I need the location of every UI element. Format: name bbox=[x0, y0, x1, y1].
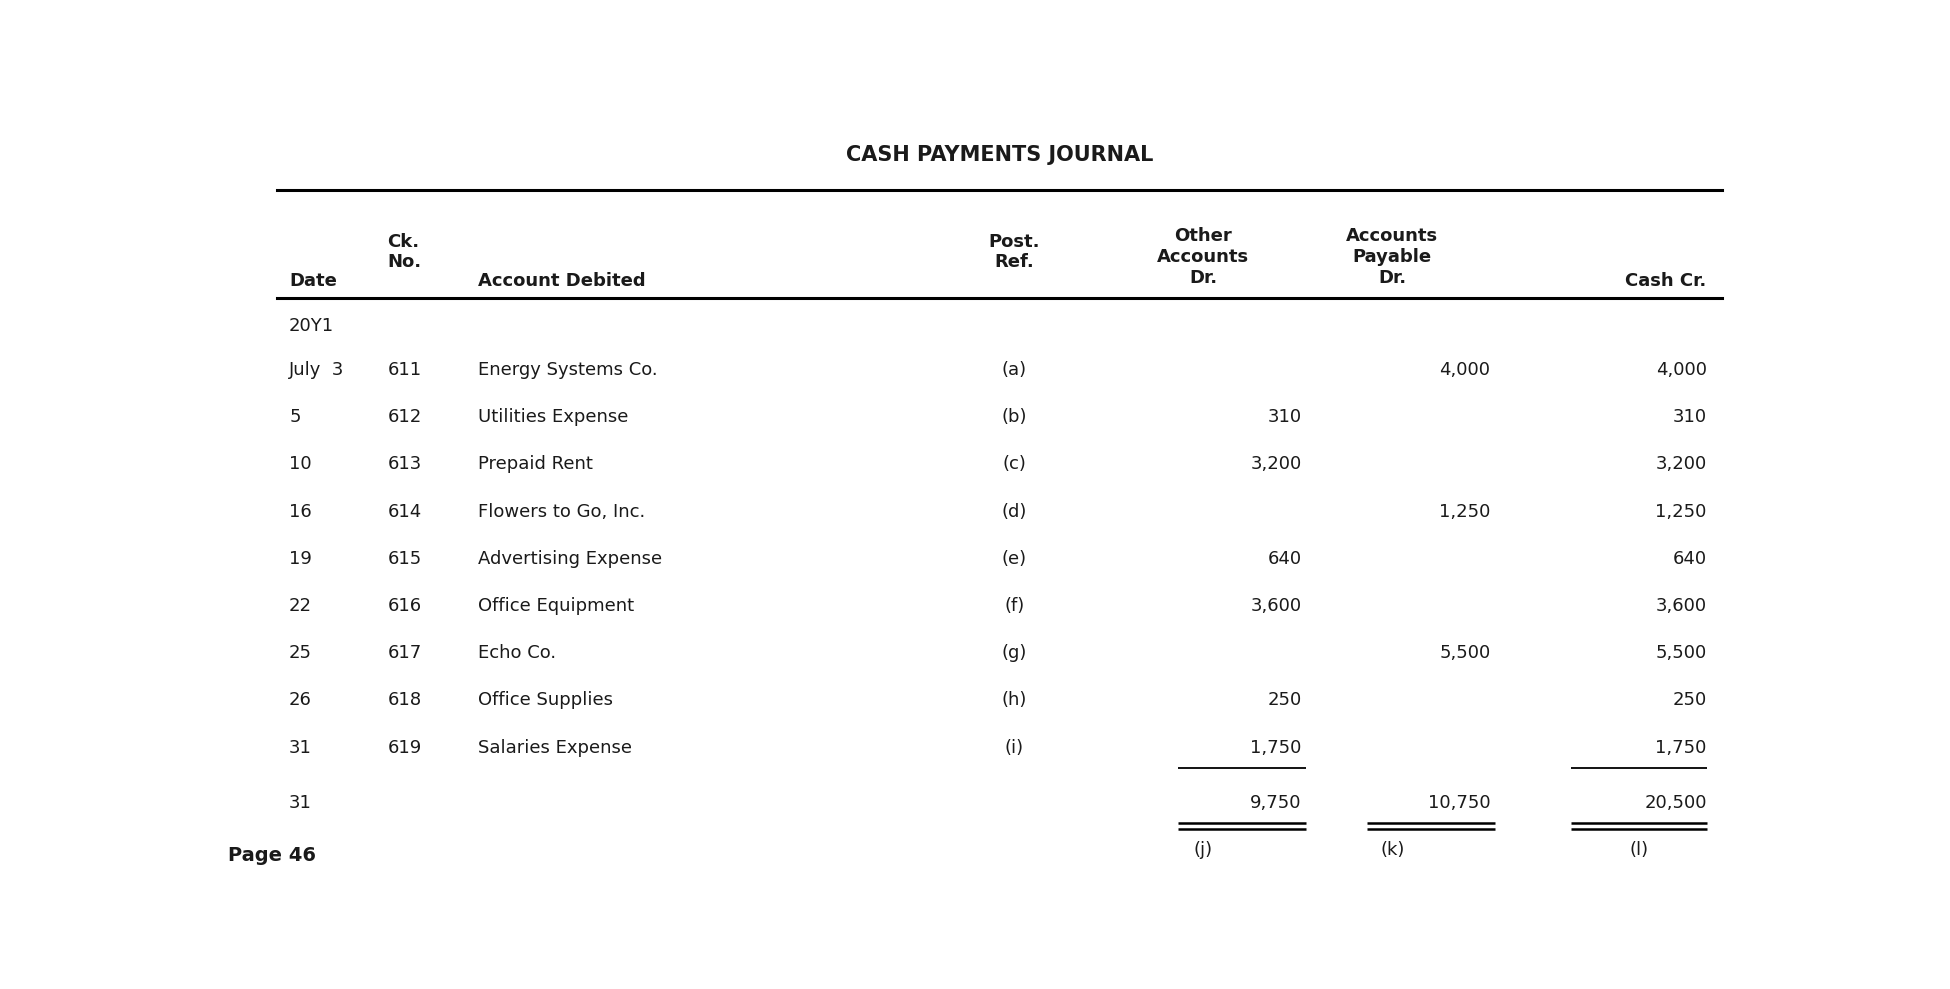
Text: 613: 613 bbox=[388, 455, 421, 474]
Text: Date: Date bbox=[289, 272, 337, 290]
Text: 5,500: 5,500 bbox=[1439, 644, 1490, 663]
Text: 16: 16 bbox=[289, 502, 312, 520]
Text: (e): (e) bbox=[1002, 550, 1028, 568]
Text: 1,250: 1,250 bbox=[1439, 502, 1490, 520]
Text: 250: 250 bbox=[1673, 691, 1706, 709]
Text: 619: 619 bbox=[388, 739, 421, 757]
Text: 3,200: 3,200 bbox=[1250, 455, 1303, 474]
Text: 10: 10 bbox=[289, 455, 312, 474]
Text: 3,600: 3,600 bbox=[1250, 597, 1303, 615]
Text: CASH PAYMENTS JOURNAL: CASH PAYMENTS JOURNAL bbox=[846, 145, 1152, 165]
Text: (c): (c) bbox=[1002, 455, 1026, 474]
Text: 250: 250 bbox=[1268, 691, 1303, 709]
Text: 5,500: 5,500 bbox=[1656, 644, 1706, 663]
Text: Account Debited: Account Debited bbox=[478, 272, 645, 290]
Text: (g): (g) bbox=[1002, 644, 1028, 663]
Text: 9,750: 9,750 bbox=[1250, 793, 1303, 812]
Text: Cash Cr.: Cash Cr. bbox=[1626, 272, 1706, 290]
Text: 640: 640 bbox=[1268, 550, 1303, 568]
Text: 31: 31 bbox=[289, 739, 312, 757]
Text: 10,750: 10,750 bbox=[1427, 793, 1490, 812]
Text: Accounts
Payable
Dr.: Accounts Payable Dr. bbox=[1346, 227, 1439, 287]
Text: 20Y1: 20Y1 bbox=[289, 316, 333, 335]
Text: 4,000: 4,000 bbox=[1656, 361, 1706, 379]
Text: 20,500: 20,500 bbox=[1644, 793, 1706, 812]
Text: Prepaid Rent: Prepaid Rent bbox=[478, 455, 593, 474]
Text: Other
Accounts
Dr.: Other Accounts Dr. bbox=[1158, 227, 1250, 287]
Text: Page 46: Page 46 bbox=[228, 847, 316, 865]
Text: 5: 5 bbox=[289, 408, 300, 426]
Text: 31: 31 bbox=[289, 793, 312, 812]
Text: July  3: July 3 bbox=[289, 361, 345, 379]
Text: Office Supplies: Office Supplies bbox=[478, 691, 612, 709]
Text: Echo Co.: Echo Co. bbox=[478, 644, 556, 663]
Text: Salaries Expense: Salaries Expense bbox=[478, 739, 632, 757]
Text: (b): (b) bbox=[1002, 408, 1028, 426]
Text: 19: 19 bbox=[289, 550, 312, 568]
Text: 611: 611 bbox=[388, 361, 421, 379]
Text: 1,750: 1,750 bbox=[1250, 739, 1303, 757]
Text: Post.
Ref.: Post. Ref. bbox=[989, 232, 1039, 271]
Text: 310: 310 bbox=[1268, 408, 1303, 426]
Text: 3,600: 3,600 bbox=[1656, 597, 1706, 615]
Text: 617: 617 bbox=[388, 644, 421, 663]
Text: Energy Systems Co.: Energy Systems Co. bbox=[478, 361, 657, 379]
Text: 640: 640 bbox=[1673, 550, 1706, 568]
Text: (a): (a) bbox=[1002, 361, 1028, 379]
Text: Ck.
No.: Ck. No. bbox=[388, 232, 421, 271]
Text: (k): (k) bbox=[1381, 841, 1404, 858]
Text: 612: 612 bbox=[388, 408, 421, 426]
Text: (f): (f) bbox=[1004, 597, 1024, 615]
Text: Advertising Expense: Advertising Expense bbox=[478, 550, 663, 568]
Text: 618: 618 bbox=[388, 691, 421, 709]
Text: (i): (i) bbox=[1004, 739, 1024, 757]
Text: 1,750: 1,750 bbox=[1656, 739, 1706, 757]
Text: 3,200: 3,200 bbox=[1656, 455, 1706, 474]
Text: 22: 22 bbox=[289, 597, 312, 615]
Text: 614: 614 bbox=[388, 502, 421, 520]
Text: (l): (l) bbox=[1628, 841, 1648, 858]
Text: 616: 616 bbox=[388, 597, 421, 615]
Text: (h): (h) bbox=[1002, 691, 1028, 709]
Text: 1,250: 1,250 bbox=[1656, 502, 1706, 520]
Text: Office Equipment: Office Equipment bbox=[478, 597, 634, 615]
Text: (d): (d) bbox=[1002, 502, 1028, 520]
Text: 310: 310 bbox=[1673, 408, 1706, 426]
Text: 615: 615 bbox=[388, 550, 421, 568]
Text: 25: 25 bbox=[289, 644, 312, 663]
Text: Utilities Expense: Utilities Expense bbox=[478, 408, 628, 426]
Text: 4,000: 4,000 bbox=[1439, 361, 1490, 379]
Text: Flowers to Go, Inc.: Flowers to Go, Inc. bbox=[478, 502, 645, 520]
Text: 26: 26 bbox=[289, 691, 312, 709]
Text: (j): (j) bbox=[1193, 841, 1213, 858]
